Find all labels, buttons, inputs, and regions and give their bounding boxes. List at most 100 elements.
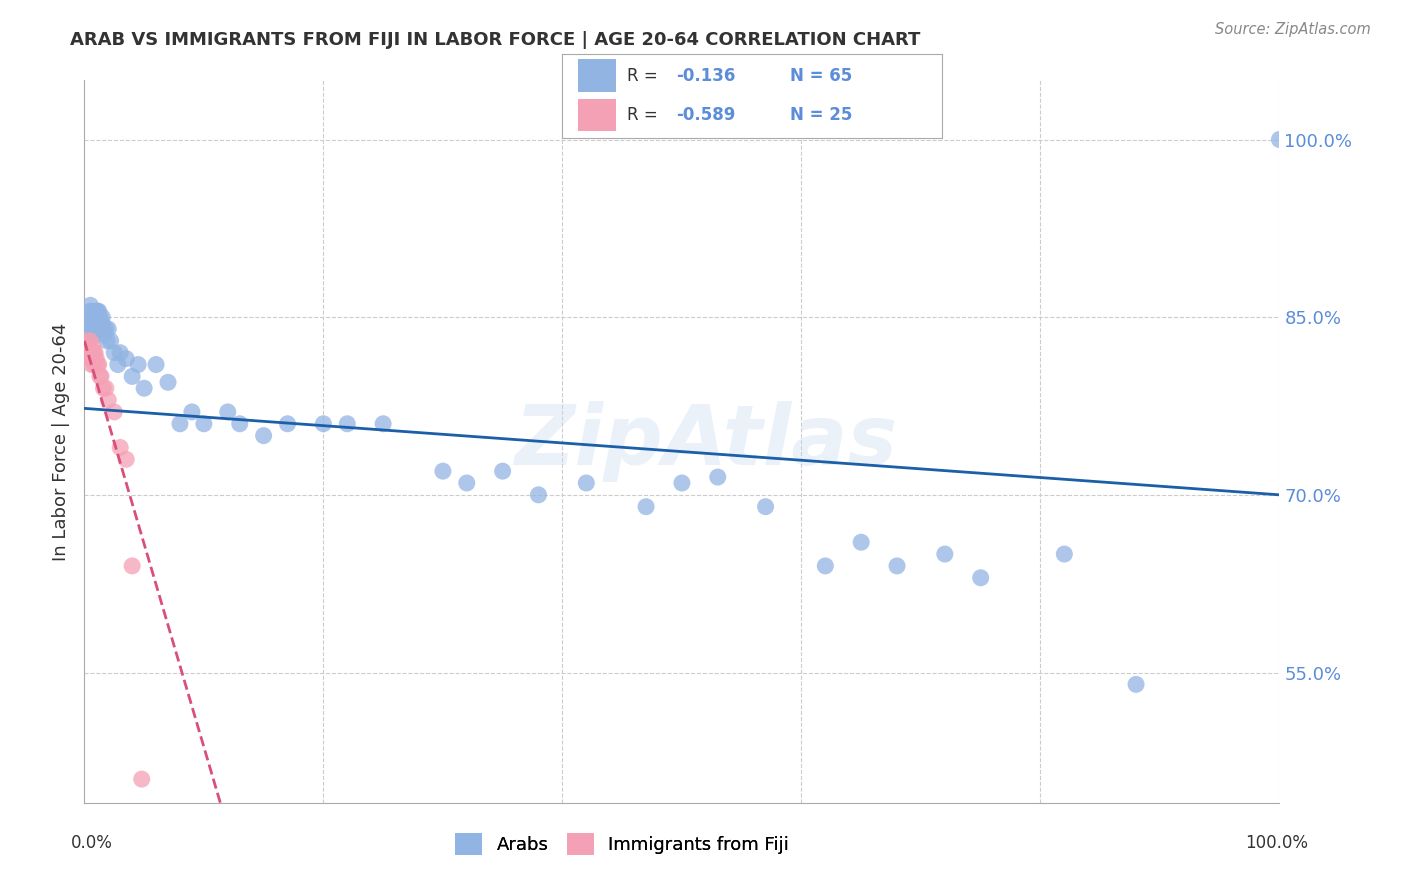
Point	[131, 772, 153, 786]
Point	[79, 298, 101, 312]
Point	[432, 464, 454, 478]
Point	[86, 358, 108, 372]
Point	[107, 358, 129, 372]
Point	[145, 358, 167, 372]
Point	[93, 322, 115, 336]
Point	[934, 547, 956, 561]
Point	[80, 345, 103, 359]
Text: R =: R =	[627, 106, 664, 124]
Point	[79, 351, 101, 366]
Point	[86, 351, 108, 366]
Point	[86, 322, 108, 336]
Point	[91, 316, 114, 330]
Point	[89, 310, 111, 325]
Point	[83, 345, 105, 359]
Point	[94, 381, 117, 395]
Point	[79, 334, 101, 348]
Point	[83, 310, 105, 325]
Point	[193, 417, 215, 431]
Point	[97, 322, 120, 336]
Point	[169, 417, 191, 431]
Point	[814, 558, 837, 573]
Point	[636, 500, 658, 514]
Point	[110, 441, 132, 455]
Text: 100.0%: 100.0%	[1246, 834, 1308, 852]
Legend: Arabs, Immigrants from Fiji: Arabs, Immigrants from Fiji	[449, 826, 796, 863]
Point	[83, 358, 105, 372]
Point	[181, 405, 204, 419]
Point	[253, 428, 276, 442]
Point	[87, 358, 110, 372]
Point	[97, 393, 120, 408]
Point	[89, 322, 111, 336]
Point	[755, 500, 778, 514]
Point	[1268, 132, 1291, 146]
Point	[100, 334, 122, 348]
Text: -0.589: -0.589	[676, 106, 735, 124]
Y-axis label: In Labor Force | Age 20-64: In Labor Force | Age 20-64	[52, 322, 70, 561]
Point	[492, 464, 515, 478]
Point	[575, 475, 598, 490]
Point	[671, 475, 693, 490]
Point	[336, 417, 359, 431]
Point	[89, 369, 111, 384]
Point	[970, 571, 993, 585]
Point	[86, 316, 108, 330]
Bar	[578, 60, 616, 92]
Text: Source: ZipAtlas.com: Source: ZipAtlas.com	[1215, 22, 1371, 37]
Point	[93, 381, 115, 395]
Point	[132, 381, 156, 395]
Text: -0.136: -0.136	[676, 68, 735, 86]
Point	[157, 376, 180, 390]
Point	[86, 304, 108, 318]
Text: ZipAtlas: ZipAtlas	[515, 401, 897, 482]
Point	[229, 417, 252, 431]
Point	[527, 488, 550, 502]
Point	[312, 417, 335, 431]
Point	[80, 304, 103, 318]
Point	[77, 316, 100, 330]
Point	[456, 475, 478, 490]
Point	[115, 351, 138, 366]
Point	[886, 558, 908, 573]
Point	[76, 334, 98, 348]
Point	[76, 334, 98, 348]
Point	[707, 470, 730, 484]
Point	[90, 369, 112, 384]
Text: ARAB VS IMMIGRANTS FROM FIJI IN LABOR FORCE | AGE 20-64 CORRELATION CHART: ARAB VS IMMIGRANTS FROM FIJI IN LABOR FO…	[70, 31, 921, 49]
Point	[115, 452, 138, 467]
Text: 0.0%: 0.0%	[70, 834, 112, 852]
Point	[121, 369, 143, 384]
Point	[851, 535, 873, 549]
Point	[373, 417, 395, 431]
Point	[87, 304, 110, 318]
Point	[127, 358, 149, 372]
Point	[93, 327, 115, 342]
Point	[82, 340, 104, 354]
Point	[77, 340, 100, 354]
Point	[82, 310, 104, 325]
Point	[103, 405, 125, 419]
Point	[217, 405, 239, 419]
Point	[91, 310, 114, 325]
Point	[86, 304, 108, 318]
Text: N = 25: N = 25	[790, 106, 852, 124]
Bar	[578, 99, 616, 131]
Point	[96, 334, 118, 348]
Point	[1125, 677, 1147, 691]
Point	[1053, 547, 1076, 561]
Point	[79, 304, 101, 318]
Point	[84, 345, 107, 359]
Point	[103, 345, 125, 359]
Point	[110, 345, 132, 359]
Point	[83, 327, 105, 342]
Point	[82, 322, 104, 336]
Point	[84, 322, 107, 336]
Point	[82, 351, 104, 366]
Point	[77, 322, 100, 336]
Point	[80, 358, 103, 372]
Point	[77, 345, 100, 359]
Point	[94, 322, 117, 336]
Point	[87, 316, 110, 330]
Text: N = 65: N = 65	[790, 68, 852, 86]
